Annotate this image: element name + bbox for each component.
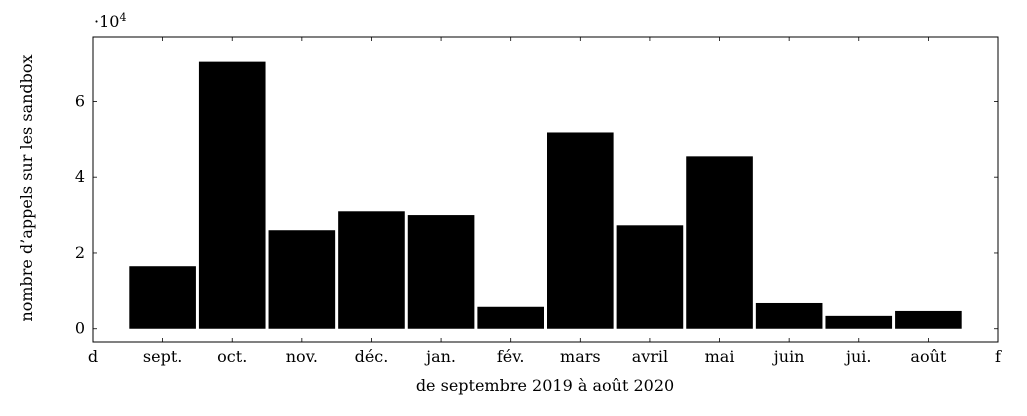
x-axis-label: de septembre 2019 à août 2020 — [416, 376, 674, 395]
y-scale-exponent: 4 — [119, 11, 126, 24]
x-tick-label: fév. — [497, 347, 525, 366]
tick-labels-group: d sept. oct. nov. déc. jan. fév. mars avril mai ju… — [75, 91, 1002, 366]
bar-jan. — [407, 215, 475, 329]
ticks-group — [92, 37, 999, 342]
bar-avril — [616, 225, 684, 329]
x-tick-label: jan. — [424, 347, 456, 366]
bar-juin — [755, 302, 823, 329]
y-scale-base: ·10 — [94, 12, 119, 31]
bar-jui. — [825, 315, 893, 329]
bars-group — [129, 61, 962, 329]
x-tick-label: juin — [772, 347, 805, 366]
bar-oct. — [198, 61, 266, 329]
x-tick-label: d — [88, 347, 98, 366]
x-tick-label: avril — [632, 347, 668, 366]
x-tick-label: oct. — [217, 347, 247, 366]
plot-frame — [92, 36, 999, 343]
x-tick-label: nov. — [286, 347, 318, 366]
bar-nov. — [268, 230, 336, 329]
x-tick-label: mars — [560, 347, 601, 366]
y-tick-label: 0 — [75, 319, 85, 338]
x-tick-label: mai — [705, 347, 735, 366]
bar-mars — [547, 132, 614, 329]
y-axis-label: nombre d’appels sur les sandbox — [17, 54, 36, 321]
x-tick-label: jui. — [844, 347, 871, 366]
bar-déc. — [338, 211, 405, 329]
bar-fév. — [477, 306, 544, 329]
x-tick-label: déc. — [355, 347, 389, 366]
x-tick-label: août — [910, 347, 946, 366]
bar-mai — [686, 156, 753, 329]
bar-sept. — [129, 266, 196, 329]
x-tick-label: sept. — [143, 347, 182, 366]
x-tick-label: f — [995, 347, 1002, 366]
y-tick-label: 6 — [75, 91, 85, 110]
bar-août — [895, 310, 962, 329]
y-tick-label: 2 — [75, 243, 85, 262]
y-tick-label: 4 — [75, 167, 85, 186]
y-scale-label: ·104 — [94, 11, 126, 31]
